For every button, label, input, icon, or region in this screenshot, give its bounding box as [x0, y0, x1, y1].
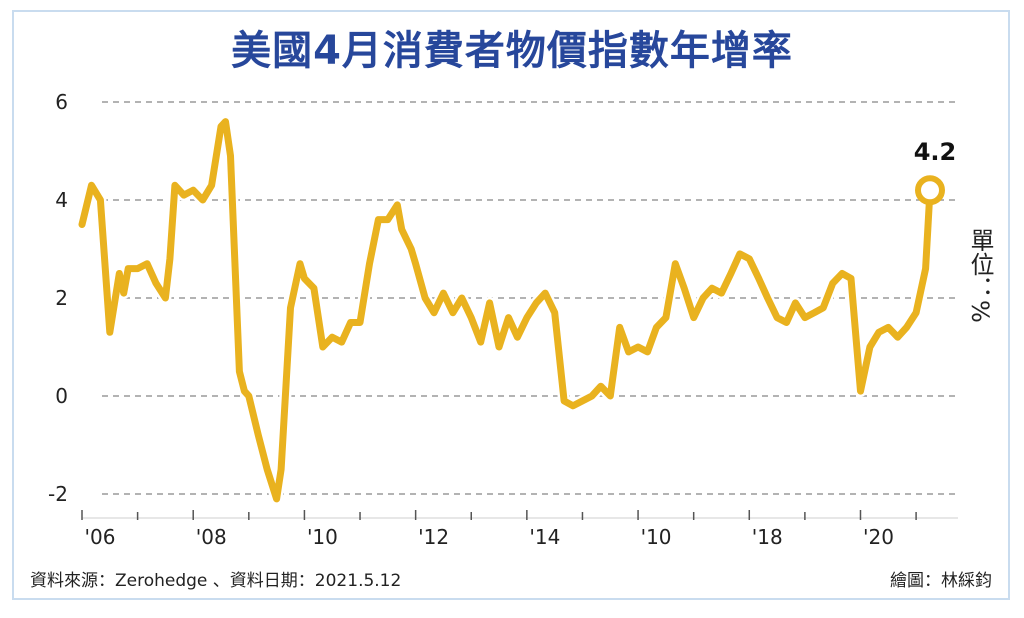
x-tick-label: '10: [641, 525, 672, 549]
x-tick-label: '18: [752, 525, 783, 549]
y-tick-label: -2: [48, 482, 68, 506]
x-tick-label: '12: [418, 525, 449, 549]
unit-label-text: 單位：%: [966, 228, 994, 323]
chart-frame: [12, 10, 1010, 600]
x-tick-label: '08: [196, 525, 227, 549]
y-tick-label: 4: [55, 188, 68, 212]
chart-title: 美國4月消費者物價指數年增率: [231, 28, 793, 74]
y-tick-label: 6: [55, 90, 68, 114]
credit-note: 繪圖：林綵鈞: [890, 571, 992, 591]
x-tick-label: '10: [307, 525, 338, 549]
y-tick-label: 0: [55, 384, 68, 408]
x-tick-label: '06: [85, 525, 116, 549]
series-line: [78, 118, 934, 503]
x-tick-label: '20: [863, 525, 894, 549]
unit-label: 單位：%: [962, 228, 998, 323]
y-tick-label: 2: [55, 286, 68, 310]
source-note: 資料來源：Zerohedge 、資料日期：2021.5.12: [30, 571, 402, 591]
last-point-marker: [915, 175, 945, 206]
x-tick-label: '14: [529, 525, 560, 549]
last-value-label: 4.2: [914, 138, 957, 166]
